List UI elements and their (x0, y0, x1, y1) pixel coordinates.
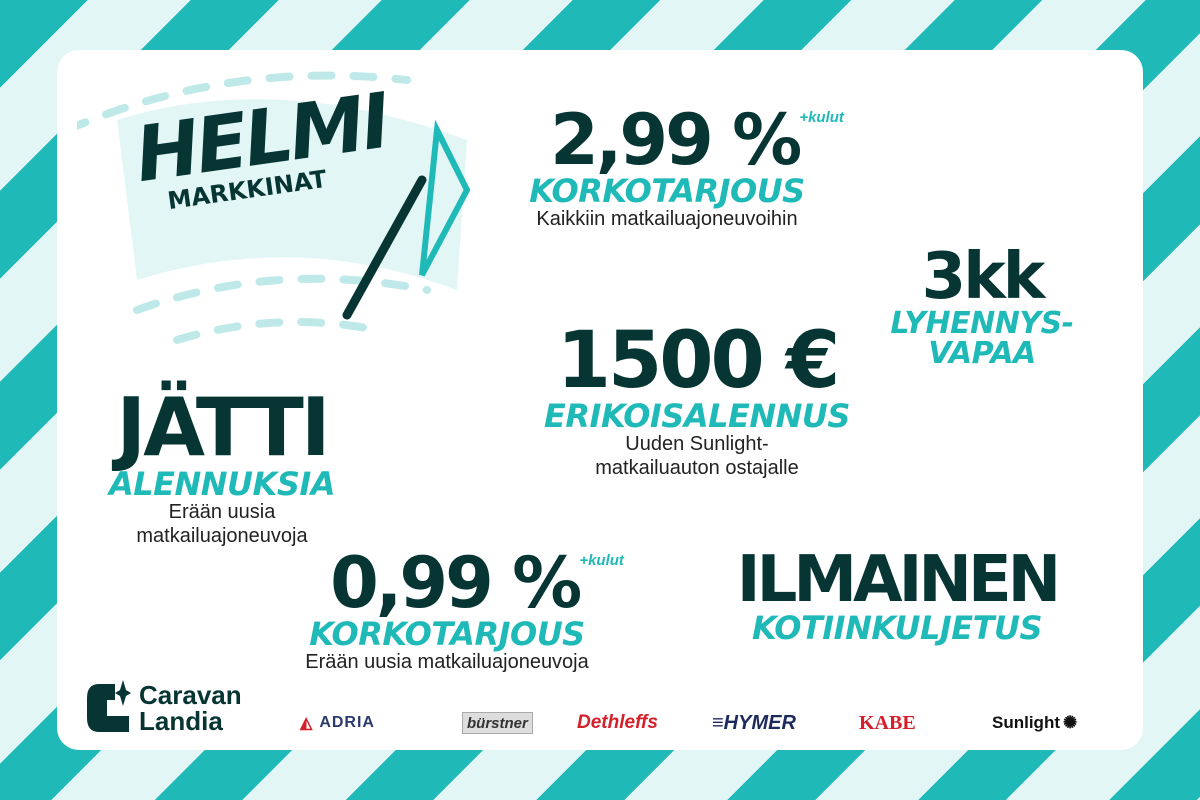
offer-title: KOTIINKULJETUS (751, 609, 1043, 647)
offer-title: VAPAA (928, 336, 1036, 371)
offer-value: 1500 € (556, 316, 841, 406)
offer-sup: +kulut (799, 109, 844, 126)
brand-dethleffs: Dethleffs (577, 712, 658, 733)
offer-jatti: JÄTTI ALENNUKSIA Erään uusia matkailuajo… (87, 388, 357, 548)
brand-adria: ◭ ADRIA (300, 714, 375, 732)
offer-title: LYHENNYS- (890, 306, 1074, 341)
offer-text: Kaikkiin matkailuajoneuvoihin (536, 208, 798, 230)
offer-delivery: ILMAINEN KOTIINKULJETUS (697, 548, 1097, 644)
offer-value: JÄTTI (116, 381, 330, 474)
offer-text: Erään uusia matkailuajoneuvoja (305, 651, 589, 673)
offer-title: KORKOTARJOUS (309, 615, 585, 653)
brand-sunlight: Sunlight ✺ (992, 713, 1078, 732)
offer-value: 2,99 % (550, 99, 802, 181)
offer-text: Uuden Sunlight- (625, 433, 769, 455)
offer-value: 3kk (921, 240, 1046, 314)
caravanlandia-icon (87, 680, 131, 732)
company-name: Caravan (139, 680, 242, 710)
offer-rate-new: 0,99 %+kulut KORKOTARJOUS Erään uusia ma… (267, 548, 687, 674)
offer-sup: +kulut (579, 552, 624, 569)
offer-text: Erään uusia (168, 501, 276, 523)
brand-kabe: KABE (859, 711, 916, 734)
offer-title: KORKOTARJOUS (529, 172, 805, 210)
promo-card: HELMI MARKKINAT 2,99 %+kulut KORKOTARJOU… (57, 50, 1143, 750)
brand-hymer: ≡ HYMER (712, 711, 796, 734)
offer-value: 0,99 % (330, 542, 582, 624)
offer-rate-all: 2,99 %+kulut KORKOTARJOUS Kaikkiin matka… (497, 105, 897, 231)
offer-text: matkailuajoneuvoja (136, 525, 308, 547)
offer-text: matkailuauton ostajalle (595, 457, 799, 479)
offer-value: ILMAINEN (736, 543, 1061, 617)
company-name: Landia (139, 706, 223, 736)
helmi-illustration (77, 71, 471, 344)
caravanlandia-logo: Caravan Landia (85, 678, 242, 738)
offer-title: ERIKOISALENNUS (544, 397, 850, 435)
brand-burstner: bürstner (462, 712, 533, 734)
offer-title: ALENNUKSIA (108, 465, 336, 503)
offer-1500: 1500 € ERIKOISALENNUS Uuden Sunlight- ma… (457, 322, 937, 480)
offer-3kk: 3kk LYHENNYS- VAPAA (872, 245, 1092, 369)
